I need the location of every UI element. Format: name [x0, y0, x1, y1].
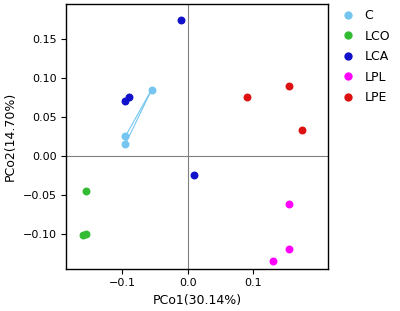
- Point: [286, 202, 292, 207]
- Point: [286, 247, 292, 252]
- Point: [122, 99, 128, 104]
- Point: [148, 87, 155, 92]
- Point: [191, 173, 197, 178]
- Point: [83, 231, 89, 236]
- Point: [178, 17, 184, 22]
- Point: [83, 188, 89, 193]
- Point: [122, 142, 128, 146]
- Point: [80, 233, 86, 238]
- X-axis label: PCo1(30.14%): PCo1(30.14%): [153, 294, 242, 307]
- Point: [299, 128, 305, 132]
- Point: [270, 258, 276, 263]
- Point: [286, 83, 292, 88]
- Point: [122, 134, 128, 139]
- Point: [126, 95, 132, 100]
- Legend: C, LCO, LCA, LPL, LPE: C, LCO, LCA, LPL, LPE: [331, 4, 395, 109]
- Y-axis label: PCo2(14.70%): PCo2(14.70%): [4, 92, 17, 181]
- Point: [243, 95, 250, 100]
